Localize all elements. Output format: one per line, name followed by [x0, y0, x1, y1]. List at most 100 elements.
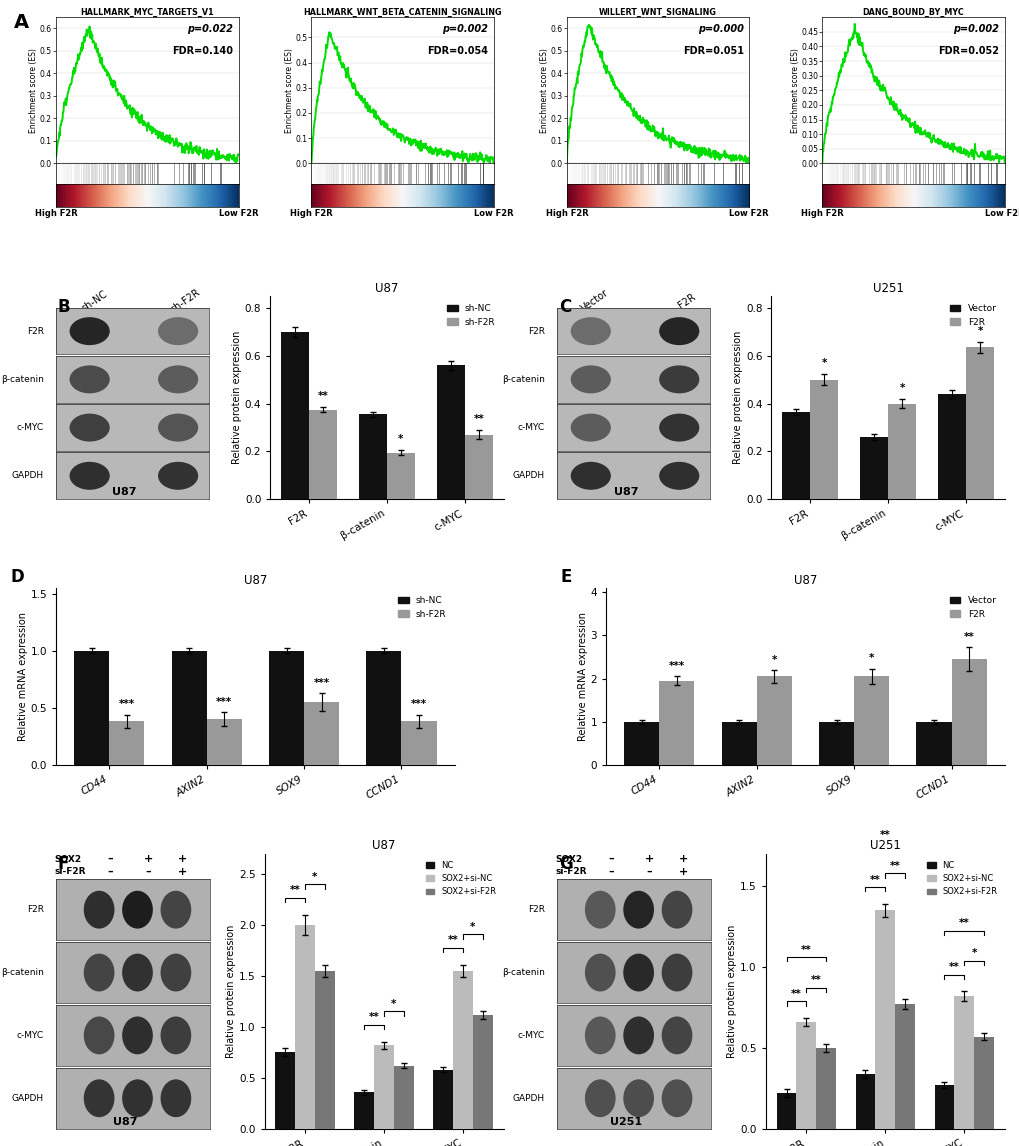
Text: A: A: [13, 14, 29, 32]
Text: F: F: [58, 855, 69, 873]
Text: **: **: [948, 961, 959, 972]
Bar: [933, 1085, 954, 1129]
Ellipse shape: [661, 953, 692, 991]
Text: ***: ***: [411, 699, 427, 709]
Bar: [393, 1066, 414, 1129]
Y-axis label: Enrichment score (ES): Enrichment score (ES): [30, 48, 39, 133]
Bar: [304, 702, 339, 764]
Ellipse shape: [658, 462, 699, 489]
Text: **: **: [963, 631, 973, 642]
Text: β-catenin: β-catenin: [1, 375, 44, 384]
Text: U87: U87: [613, 487, 638, 497]
Text: c-MYC: c-MYC: [16, 1031, 44, 1039]
Y-axis label: Relative protein expression: Relative protein expression: [226, 925, 236, 1058]
Legend: NC, SOX2+si-NC, SOX2+si-F2R: NC, SOX2+si-NC, SOX2+si-F2R: [923, 857, 1000, 900]
Bar: [355, 1092, 374, 1129]
Text: F2R: F2R: [528, 905, 544, 915]
Ellipse shape: [158, 414, 198, 441]
Text: sh-NC: sh-NC: [79, 289, 109, 314]
Text: +: +: [678, 866, 687, 877]
Ellipse shape: [623, 1080, 653, 1117]
Ellipse shape: [571, 366, 610, 393]
Text: **: **: [447, 935, 459, 945]
Ellipse shape: [658, 414, 699, 441]
Text: *: *: [770, 654, 776, 665]
Text: FDR=0.140: FDR=0.140: [172, 47, 232, 56]
Text: *: *: [970, 948, 976, 958]
Ellipse shape: [84, 953, 114, 991]
Text: *: *: [470, 921, 475, 932]
Bar: [874, 910, 895, 1129]
Y-axis label: Relative mRNA expression: Relative mRNA expression: [577, 612, 587, 740]
Bar: [720, 722, 756, 764]
Bar: [859, 437, 888, 500]
Bar: [915, 722, 951, 764]
Text: –: –: [646, 866, 651, 877]
Bar: [366, 651, 401, 764]
Text: –: –: [107, 866, 112, 877]
Bar: [818, 722, 853, 764]
Ellipse shape: [571, 317, 610, 345]
Title: U251: U251: [872, 282, 903, 295]
Text: *: *: [397, 433, 404, 444]
Text: c-MYC: c-MYC: [518, 423, 544, 432]
Bar: [171, 651, 207, 764]
Bar: [74, 651, 109, 764]
Text: F2R: F2R: [676, 291, 697, 311]
Ellipse shape: [584, 1080, 615, 1117]
Text: –: –: [607, 854, 613, 864]
Text: FDR=0.052: FDR=0.052: [937, 47, 999, 56]
Bar: [374, 1045, 393, 1129]
Ellipse shape: [623, 953, 653, 991]
Text: β-catenin: β-catenin: [1, 968, 44, 978]
Text: **: **: [473, 414, 484, 424]
Bar: [386, 453, 415, 500]
Title: U251: U251: [869, 839, 900, 853]
Bar: [624, 722, 658, 764]
Ellipse shape: [69, 462, 110, 489]
Text: –: –: [107, 854, 112, 864]
Bar: [280, 332, 309, 500]
Text: si-F2R: si-F2R: [555, 868, 587, 877]
Ellipse shape: [122, 890, 153, 928]
Text: **: **: [869, 874, 879, 885]
Bar: [855, 1074, 874, 1129]
Text: *: *: [391, 998, 396, 1008]
Bar: [473, 1014, 492, 1129]
Ellipse shape: [160, 1080, 192, 1117]
Text: ***: ***: [118, 699, 135, 709]
Ellipse shape: [160, 953, 192, 991]
Bar: [401, 722, 436, 764]
Text: –: –: [607, 866, 613, 877]
Text: B: B: [57, 298, 70, 316]
Bar: [658, 681, 694, 764]
Text: c-MYC: c-MYC: [518, 1031, 544, 1039]
Ellipse shape: [571, 462, 610, 489]
Text: +: +: [177, 854, 186, 864]
Ellipse shape: [84, 1080, 114, 1117]
Legend: Vector, F2R: Vector, F2R: [945, 592, 1000, 622]
Text: +: +: [177, 866, 186, 877]
Bar: [775, 1093, 796, 1129]
Ellipse shape: [661, 890, 692, 928]
Text: FDR=0.051: FDR=0.051: [682, 47, 743, 56]
Text: **: **: [889, 861, 900, 871]
Bar: [973, 1036, 993, 1129]
Title: U87: U87: [244, 574, 267, 587]
Text: **: **: [958, 918, 969, 928]
Bar: [294, 925, 315, 1129]
Text: *: *: [312, 872, 317, 881]
Ellipse shape: [122, 953, 153, 991]
Y-axis label: Relative protein expression: Relative protein expression: [231, 331, 242, 464]
Title: DANG_BOUND_BY_MYC: DANG_BOUND_BY_MYC: [862, 7, 963, 16]
Ellipse shape: [658, 317, 699, 345]
Text: G: G: [558, 855, 572, 873]
Text: ***: ***: [313, 677, 329, 688]
Text: GAPDH: GAPDH: [11, 1093, 44, 1102]
Bar: [309, 409, 336, 500]
Text: β-catenin: β-catenin: [501, 968, 544, 978]
Ellipse shape: [584, 890, 615, 928]
Text: **: **: [317, 391, 328, 401]
Text: **: **: [810, 975, 820, 984]
Bar: [796, 1022, 815, 1129]
